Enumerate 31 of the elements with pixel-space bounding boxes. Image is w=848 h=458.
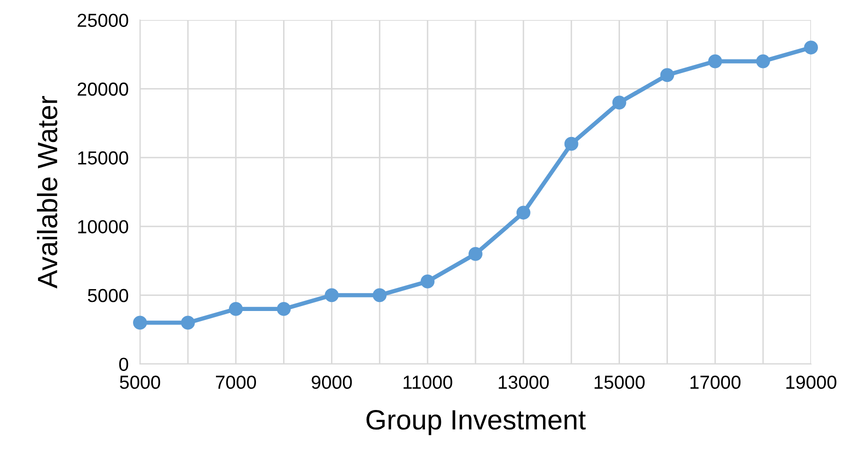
- point: [516, 206, 530, 220]
- y-tick-label: 25000: [78, 14, 128, 27]
- point: [468, 246, 482, 261]
- point: [804, 40, 818, 54]
- point: [133, 316, 147, 330]
- x-tick-label: 17000: [690, 376, 740, 389]
- x-tick-label: 11000: [404, 376, 452, 389]
- point: [228, 302, 243, 316]
- point: [420, 274, 435, 288]
- point: [276, 302, 291, 316]
- x-tick-label: 15000: [594, 376, 645, 389]
- x-tick-label: 9000: [312, 376, 352, 389]
- point: [708, 54, 722, 68]
- point: [180, 316, 195, 330]
- point: [660, 68, 674, 82]
- point: [756, 54, 770, 68]
- point: [564, 136, 578, 151]
- y-tick-label: 0: [119, 358, 128, 371]
- y-tick-label: 5000: [88, 288, 128, 302]
- y-tick-label: 10000: [78, 220, 128, 234]
- y-tick-label: 20000: [78, 82, 128, 96]
- point: [612, 96, 626, 110]
- x-tick-label: 7000: [216, 376, 256, 389]
- y-tick-label: 15000: [78, 151, 128, 165]
- x-tick-label: 19000: [786, 376, 836, 389]
- point: [324, 288, 339, 302]
- x-tick-label: 13000: [498, 376, 549, 389]
- y-axis-title: Available Water: [36, 96, 58, 288]
- x-axis-title: Group Investment: [366, 410, 586, 436]
- x-tick-label: 5000: [120, 376, 160, 389]
- point: [372, 288, 387, 302]
